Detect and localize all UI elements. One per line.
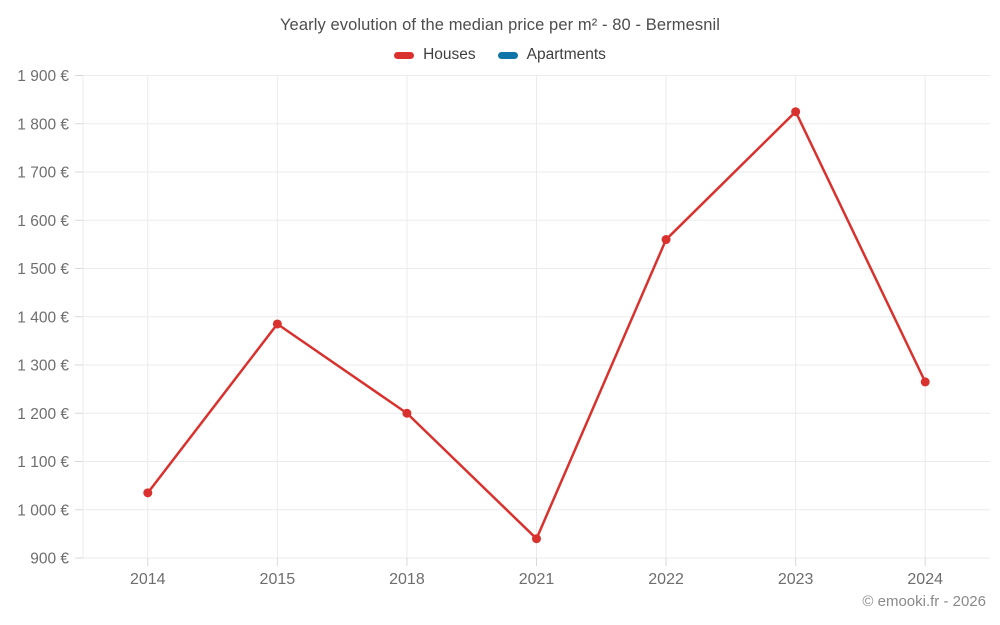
data-point-houses-2023[interactable] xyxy=(791,107,801,117)
x-axis-label: 2024 xyxy=(907,571,943,588)
legend-item-houses[interactable]: Houses xyxy=(394,46,476,64)
y-axis-label: 1 700 € xyxy=(17,165,69,182)
data-point-houses-2024[interactable] xyxy=(920,377,930,387)
y-axis-label: 900 € xyxy=(30,551,69,568)
x-axis-label: 2014 xyxy=(130,571,166,588)
x-axis-label: 2021 xyxy=(519,571,555,588)
houses-series-swatch-icon xyxy=(394,51,415,59)
legend-label-houses: Houses xyxy=(423,46,476,63)
data-point-houses-2022[interactable] xyxy=(661,235,671,245)
legend-item-apartments[interactable]: Apartments xyxy=(497,46,606,64)
data-point-houses-2018[interactable] xyxy=(402,408,412,418)
data-point-houses-2021[interactable] xyxy=(532,534,541,544)
y-axis-label: 1 900 € xyxy=(17,68,69,85)
y-axis-label: 1 200 € xyxy=(17,406,69,423)
x-axis-label: 2022 xyxy=(648,571,684,588)
x-axis-label: 2023 xyxy=(778,571,814,588)
x-axis-label: 2018 xyxy=(389,571,425,588)
y-axis-label: 1 800 € xyxy=(17,116,69,133)
y-axis-label: 1 500 € xyxy=(17,261,69,278)
apartments-series-swatch-icon xyxy=(497,51,518,59)
chart-title: Yearly evolution of the median price per… xyxy=(279,16,721,34)
data-point-houses-2014[interactable] xyxy=(143,488,153,498)
y-axis-label: 1 300 € xyxy=(17,358,69,375)
y-axis-label: 1 100 € xyxy=(17,454,69,471)
y-axis-label: 1 000 € xyxy=(17,502,69,519)
y-axis-label: 1 400 € xyxy=(17,309,69,326)
legend-label-apartments: Apartments xyxy=(526,46,606,63)
x-axis-label: 2015 xyxy=(260,571,296,588)
copyright-credit: © emooki.fr - 2026 xyxy=(862,593,986,610)
chart-legend: Houses Apartments xyxy=(0,46,1000,64)
data-point-houses-2015[interactable] xyxy=(272,319,282,329)
y-axis-label: 1 600 € xyxy=(17,213,69,230)
